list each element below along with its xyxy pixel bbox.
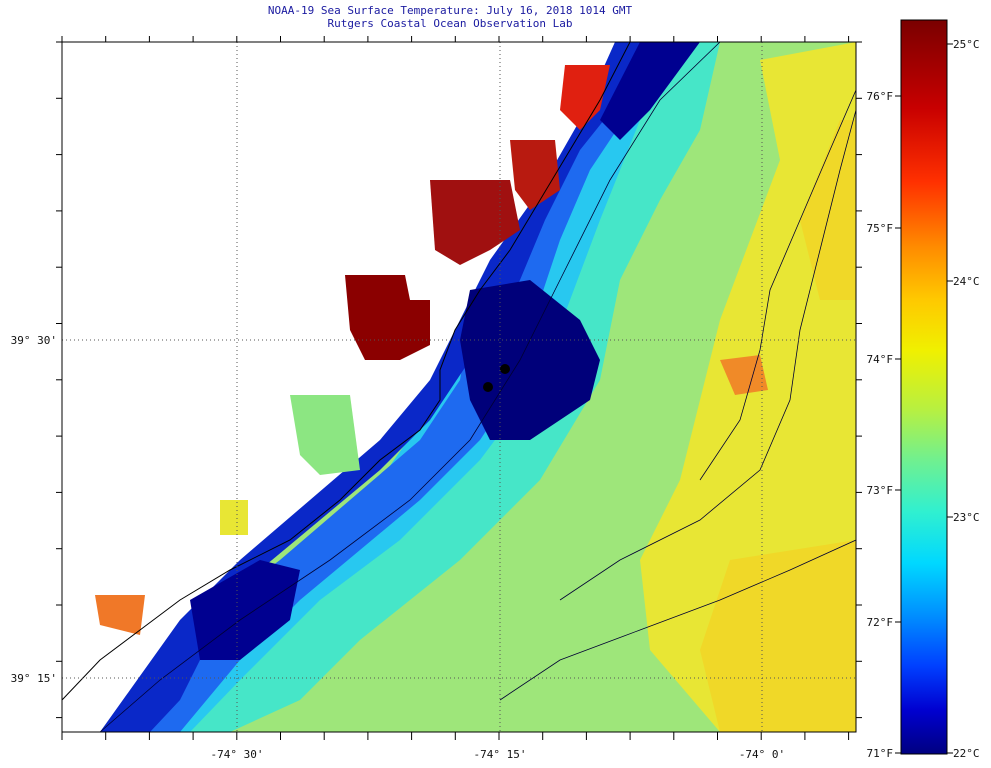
- bathymetry-contour-4: [699, 89, 856, 481]
- bathymetry-contour-1: [99, 42, 721, 732]
- map-frame: [61, 41, 857, 733]
- sst-bay-green-1: [290, 395, 360, 475]
- coastline: [62, 42, 631, 701]
- lat-label-39-15: 39° 15': [11, 672, 57, 685]
- lat-label-39-30: 39° 30': [11, 334, 57, 347]
- bathymetry-contour-2: [559, 109, 856, 601]
- map-subtitle: Rutgers Coastal Ocean Observation Lab: [327, 17, 573, 30]
- sst-bay-yellow-1: [220, 500, 248, 535]
- sst-zone-deep-navy-north: [600, 42, 700, 140]
- sst-zone-yellow-south: [700, 540, 856, 732]
- cb-label-76f: 76°F: [867, 90, 894, 103]
- sst-zone-deep-navy-south: [190, 560, 300, 660]
- cb-label-22c: 22°C: [953, 747, 980, 760]
- cb-label-24c: 24°C: [953, 275, 980, 288]
- cb-label-72f: 72°F: [867, 616, 894, 629]
- sst-field: [62, 42, 856, 732]
- lon-label-74-15: -74° 15': [474, 748, 527, 761]
- sst-zone-yellow-patch: [800, 120, 856, 300]
- cb-label-71f: 71°F: [867, 747, 894, 760]
- bathymetry-contour-3: [499, 539, 856, 701]
- cb-label-73f: 73°F: [867, 484, 894, 497]
- station-marker: [483, 382, 493, 392]
- cb-label-23c: 23°C: [953, 511, 980, 524]
- sst-bay-red-4: [560, 65, 610, 130]
- graticule: [62, 42, 856, 732]
- map-title: NOAA-19 Sea Surface Temperature: July 16…: [267, 4, 633, 17]
- sst-bay-red-3: [510, 140, 560, 210]
- sst-bay-red-2: [430, 180, 520, 265]
- lon-label-74-0: -74° 0': [739, 748, 785, 761]
- station-marker: [500, 364, 510, 374]
- colorbar-ticks: [895, 43, 953, 754]
- axis-ticks: [56, 36, 862, 740]
- lon-label-74-30: -74° 30': [211, 748, 264, 761]
- cb-label-75f: 75°F: [867, 222, 894, 235]
- sst-bay-red-1: [345, 275, 430, 360]
- cb-label-74f: 74°F: [867, 353, 894, 366]
- colorbar: [900, 19, 948, 755]
- sst-bay-orange-1: [95, 595, 145, 635]
- cb-label-25c: 25°C: [953, 38, 980, 51]
